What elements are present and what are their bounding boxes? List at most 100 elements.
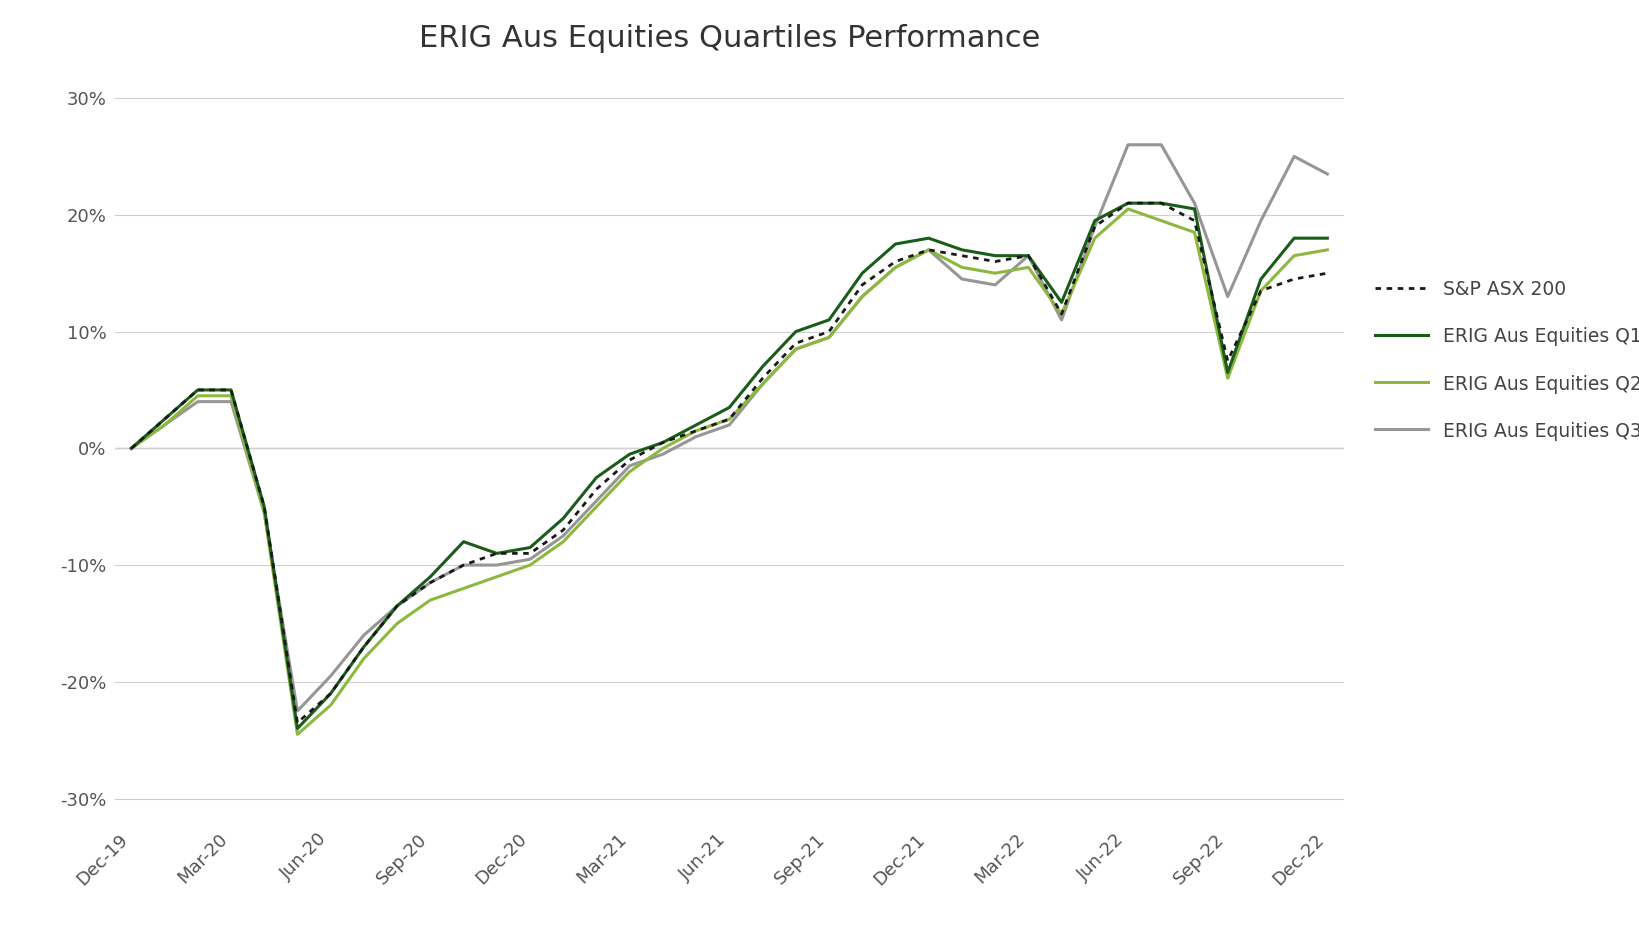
- ERIG Aus Equities Q1: [1285, 233, 1305, 244]
- ERIG Aus Equities Q3: [787, 344, 806, 355]
- ERIG Aus Equities Q1: [1085, 215, 1105, 226]
- ERIG Aus Equities Q2: [421, 595, 441, 606]
- ERIG Aus Equities Q2: [620, 466, 639, 477]
- S&P ASX 200: [487, 547, 506, 559]
- ERIG Aus Equities Q1: [752, 361, 772, 372]
- ERIG Aus Equities Q3: [221, 396, 241, 407]
- ERIG Aus Equities Q2: [354, 653, 374, 664]
- S&P ASX 200: [919, 244, 939, 255]
- ERIG Aus Equities Q3: [720, 419, 739, 431]
- ERIG Aus Equities Q2: [554, 536, 574, 547]
- ERIG Aus Equities Q3: [820, 332, 839, 343]
- S&P ASX 200: [687, 425, 706, 436]
- S&P ASX 200: [952, 250, 972, 262]
- ERIG Aus Equities Q2: [1152, 215, 1172, 226]
- ERIG Aus Equities Q3: [1018, 250, 1037, 262]
- S&P ASX 200: [787, 337, 806, 348]
- S&P ASX 200: [221, 384, 241, 395]
- ERIG Aus Equities Q2: [852, 290, 872, 302]
- S&P ASX 200: [852, 279, 872, 290]
- ERIG Aus Equities Q3: [1251, 215, 1270, 226]
- ERIG Aus Equities Q1: [421, 571, 441, 583]
- S&P ASX 200: [985, 256, 1005, 267]
- S&P ASX 200: [454, 559, 474, 571]
- ERIG Aus Equities Q1: [687, 419, 706, 431]
- ERIG Aus Equities Q2: [820, 332, 839, 343]
- ERIG Aus Equities Q3: [687, 431, 706, 442]
- Line: ERIG Aus Equities Q3: ERIG Aus Equities Q3: [131, 145, 1328, 711]
- ERIG Aus Equities Q3: [1285, 150, 1305, 162]
- S&P ASX 200: [520, 547, 539, 559]
- ERIG Aus Equities Q2: [952, 262, 972, 273]
- ERIG Aus Equities Q3: [620, 460, 639, 472]
- S&P ASX 200: [820, 326, 839, 337]
- ERIG Aus Equities Q3: [554, 531, 574, 542]
- ERIG Aus Equities Q3: [520, 554, 539, 565]
- ERIG Aus Equities Q3: [1218, 290, 1237, 302]
- S&P ASX 200: [387, 601, 406, 612]
- ERIG Aus Equities Q2: [587, 501, 606, 512]
- ERIG Aus Equities Q2: [221, 390, 241, 402]
- S&P ASX 200: [620, 454, 639, 465]
- Legend: S&P ASX 200, ERIG Aus Equities Q1, ERIG Aus Equities Q2, ERIG Aus Equities Q3: S&P ASX 200, ERIG Aus Equities Q1, ERIG …: [1365, 271, 1639, 450]
- ERIG Aus Equities Q2: [752, 378, 772, 389]
- ERIG Aus Equities Q3: [1152, 139, 1172, 150]
- ERIG Aus Equities Q2: [1285, 250, 1305, 262]
- S&P ASX 200: [1085, 220, 1105, 232]
- ERIG Aus Equities Q1: [1318, 233, 1337, 244]
- ERIG Aus Equities Q1: [1185, 204, 1205, 215]
- ERIG Aus Equities Q2: [1251, 285, 1270, 296]
- ERIG Aus Equities Q1: [885, 238, 905, 249]
- ERIG Aus Equities Q3: [587, 495, 606, 506]
- S&P ASX 200: [587, 484, 606, 495]
- ERIG Aus Equities Q3: [188, 396, 208, 407]
- ERIG Aus Equities Q3: [421, 577, 441, 588]
- ERIG Aus Equities Q1: [1251, 274, 1270, 285]
- ERIG Aus Equities Q2: [720, 414, 739, 425]
- ERIG Aus Equities Q2: [1118, 204, 1137, 215]
- ERIG Aus Equities Q3: [652, 448, 672, 460]
- S&P ASX 200: [321, 687, 341, 699]
- ERIG Aus Equities Q1: [387, 601, 406, 612]
- ERIG Aus Equities Q1: [587, 472, 606, 483]
- ERIG Aus Equities Q1: [188, 384, 208, 395]
- ERIG Aus Equities Q3: [952, 274, 972, 285]
- ERIG Aus Equities Q3: [752, 378, 772, 389]
- S&P ASX 200: [421, 577, 441, 588]
- ERIG Aus Equities Q1: [121, 443, 141, 454]
- ERIG Aus Equities Q1: [554, 513, 574, 524]
- ERIG Aus Equities Q2: [1085, 233, 1105, 244]
- ERIG Aus Equities Q1: [154, 414, 174, 425]
- ERIG Aus Equities Q1: [652, 437, 672, 448]
- ERIG Aus Equities Q2: [1018, 262, 1037, 273]
- ERIG Aus Equities Q1: [354, 641, 374, 652]
- S&P ASX 200: [121, 443, 141, 454]
- Line: ERIG Aus Equities Q2: ERIG Aus Equities Q2: [131, 209, 1328, 734]
- ERIG Aus Equities Q2: [121, 443, 141, 454]
- S&P ASX 200: [885, 256, 905, 267]
- ERIG Aus Equities Q2: [652, 443, 672, 454]
- ERIG Aus Equities Q2: [985, 267, 1005, 278]
- Line: ERIG Aus Equities Q1: ERIG Aus Equities Q1: [131, 203, 1328, 729]
- S&P ASX 200: [287, 717, 306, 729]
- ERIG Aus Equities Q2: [885, 262, 905, 273]
- ERIG Aus Equities Q3: [1052, 314, 1072, 325]
- S&P ASX 200: [652, 437, 672, 448]
- ERIG Aus Equities Q3: [321, 671, 341, 682]
- ERIG Aus Equities Q2: [1185, 227, 1205, 238]
- S&P ASX 200: [254, 501, 274, 512]
- ERIG Aus Equities Q1: [620, 448, 639, 460]
- ERIG Aus Equities Q1: [820, 314, 839, 325]
- ERIG Aus Equities Q3: [121, 443, 141, 454]
- ERIG Aus Equities Q1: [520, 542, 539, 553]
- S&P ASX 200: [188, 384, 208, 395]
- ERIG Aus Equities Q3: [852, 290, 872, 302]
- ERIG Aus Equities Q3: [387, 601, 406, 612]
- S&P ASX 200: [1318, 267, 1337, 278]
- ERIG Aus Equities Q2: [1318, 244, 1337, 255]
- Line: S&P ASX 200: S&P ASX 200: [131, 203, 1328, 723]
- ERIG Aus Equities Q3: [154, 419, 174, 431]
- ERIG Aus Equities Q3: [1318, 168, 1337, 179]
- ERIG Aus Equities Q2: [321, 700, 341, 711]
- S&P ASX 200: [1285, 274, 1305, 285]
